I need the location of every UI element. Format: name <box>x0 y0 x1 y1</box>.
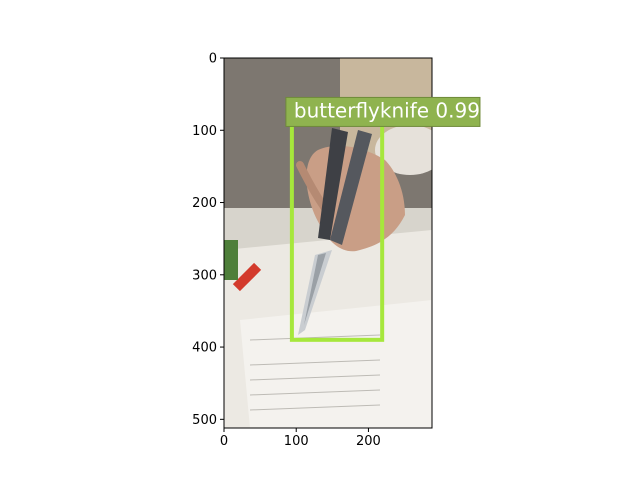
x-tick-label: 0 <box>220 434 228 449</box>
y-tick-label: 300 <box>192 268 217 283</box>
axis-ticks: 0 100 200 0 100 200 300 400 500 <box>192 52 381 450</box>
x-tick-label: 200 <box>356 434 381 449</box>
y-tick-label: 200 <box>192 196 217 211</box>
y-tick-label: 100 <box>192 124 217 139</box>
x-tick-label: 100 <box>284 434 309 449</box>
detections-layer: butterflyknife 0.99 <box>285 96 481 342</box>
axes-frame <box>223 57 433 429</box>
y-tick-label: 400 <box>192 341 217 356</box>
y-tick-label: 500 <box>192 413 217 428</box>
y-tick-label: 0 <box>209 52 217 67</box>
detection-label-bg <box>285 96 481 127</box>
detection-label: butterflyknife 0.99 <box>294 98 480 122</box>
